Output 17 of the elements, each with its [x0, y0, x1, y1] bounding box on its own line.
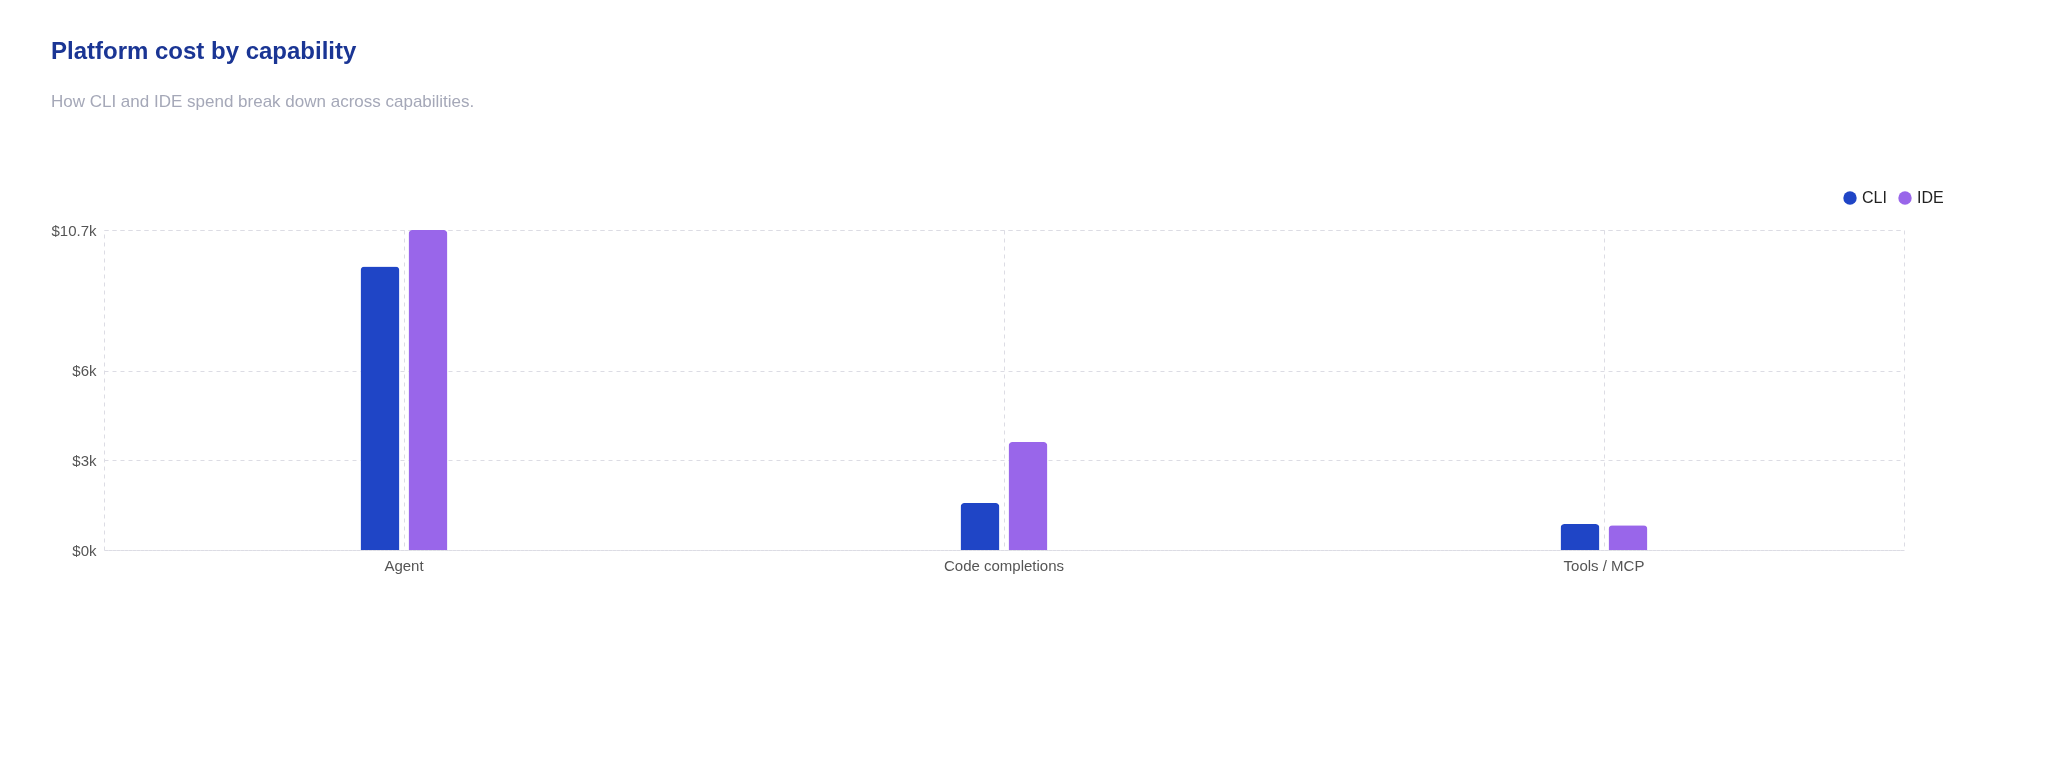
x-tick-label: Tools / MCP	[1563, 556, 1645, 574]
bar	[360, 266, 400, 550]
x-tick-label: Code completions	[943, 556, 1065, 574]
x-tick-label: Agent	[384, 556, 425, 574]
bar	[1608, 525, 1648, 550]
y-tick-label: $0k	[72, 541, 97, 559]
legend-label: CLI	[1862, 189, 1887, 206]
bar	[1560, 523, 1600, 550]
y-tick-label: $6k	[72, 362, 97, 380]
chart-title: Platform cost by capability	[50, 37, 358, 64]
bar	[1008, 442, 1048, 550]
y-tick-label: $10.7k	[51, 221, 97, 239]
bar	[408, 230, 448, 550]
y-tick-label: $3k	[72, 451, 97, 469]
legend-label: IDE	[1917, 189, 1944, 206]
chart-subtitle: How CLI and IDE spend break down across capabilities.	[50, 92, 475, 111]
bar	[960, 503, 1000, 550]
